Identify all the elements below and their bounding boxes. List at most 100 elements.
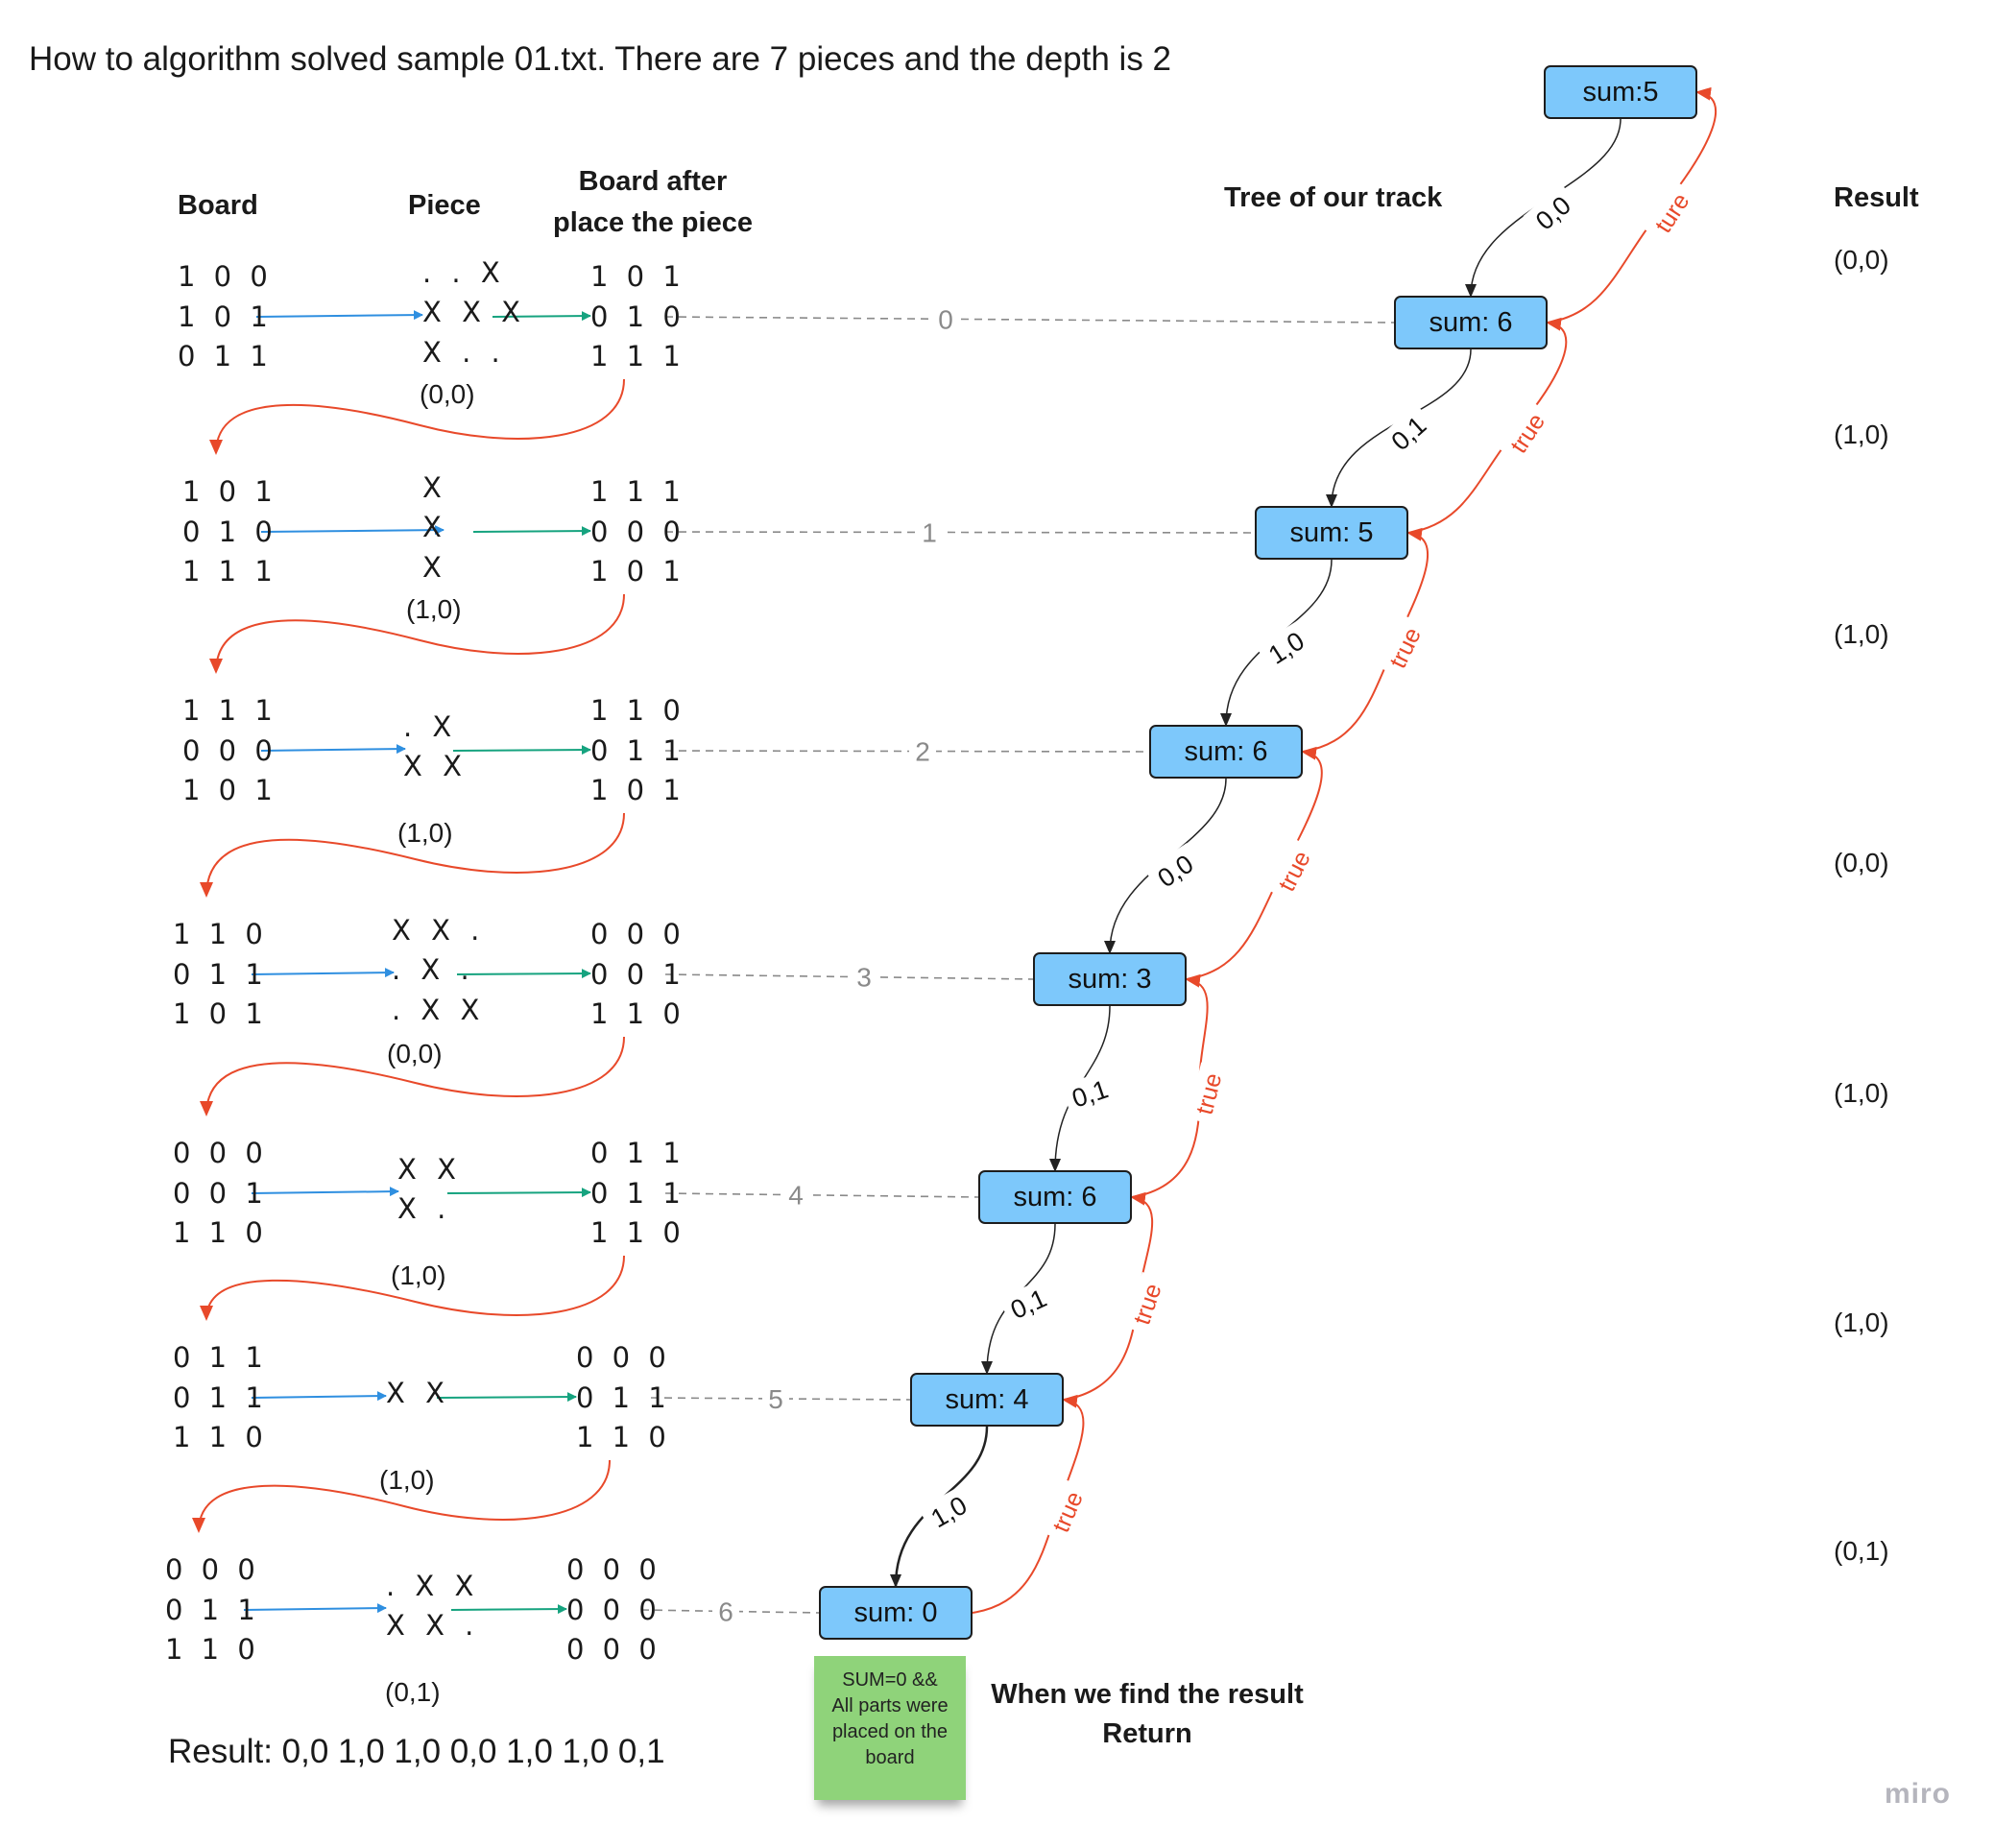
board-to-piece-arrow bbox=[260, 744, 406, 755]
piece-grid: . . X X X X X . . bbox=[422, 253, 526, 373]
board-after-row: 0 0 0 bbox=[590, 515, 685, 548]
board-after-row: 0 0 0 bbox=[566, 1553, 661, 1586]
board-after-row: 0 0 0 bbox=[566, 1593, 661, 1626]
level-label: 6 bbox=[718, 1596, 733, 1626]
board-after-grid: 1 1 0 0 1 1 1 0 1 bbox=[590, 691, 685, 811]
board-to-piece-arrow bbox=[251, 968, 395, 978]
piece-row: X bbox=[422, 470, 447, 504]
return-arc bbox=[1063, 1191, 1154, 1401]
board-after-row: 1 1 0 bbox=[590, 694, 685, 727]
board-after-row: 1 1 0 bbox=[576, 1421, 671, 1453]
edge-label-bg bbox=[1144, 843, 1207, 900]
edge-label: 0,0 bbox=[1530, 190, 1576, 235]
board-after-row: 0 1 1 bbox=[590, 733, 685, 767]
return-arc bbox=[1407, 317, 1568, 534]
tree-edge bbox=[1104, 778, 1227, 954]
edge-label-bg bbox=[998, 1278, 1059, 1331]
board-grid: 1 1 1 0 0 0 1 0 1 bbox=[182, 691, 277, 811]
level-dashed-line bbox=[664, 316, 1395, 324]
header-piece: Piece bbox=[408, 190, 481, 221]
board-row: 1 0 1 bbox=[173, 997, 268, 1030]
board-grid: 1 0 1 0 1 0 1 1 1 bbox=[182, 472, 277, 592]
piece-row: . X X bbox=[392, 993, 486, 1026]
edge-label: 0,1 bbox=[1006, 1284, 1051, 1325]
find-result-line2: Return bbox=[1102, 1718, 1192, 1749]
board-after-row: 1 0 1 bbox=[590, 555, 685, 588]
piece-grid: . X X X bbox=[403, 708, 468, 787]
miro-logo: miro bbox=[1885, 1778, 1952, 1810]
return-label-bg bbox=[1123, 1271, 1172, 1337]
board-after-row: 0 0 0 bbox=[576, 1341, 671, 1374]
level-label: 3 bbox=[856, 963, 872, 993]
piece-row: X . . bbox=[422, 335, 506, 369]
board-after-grid: 1 0 1 0 1 0 1 1 1 bbox=[590, 257, 685, 377]
result-coordinate: (0,1) bbox=[1834, 1536, 1889, 1566]
level-dashed-line bbox=[664, 1192, 979, 1198]
header-board: Board bbox=[178, 190, 258, 221]
board-row: 1 1 0 bbox=[173, 918, 268, 950]
board-after-row: 0 1 1 bbox=[590, 1176, 685, 1210]
piece-to-result-arrow bbox=[452, 745, 591, 756]
tree-node: sum: 6 bbox=[1394, 296, 1548, 349]
sticky-note-line: All parts were bbox=[831, 1695, 949, 1716]
board-to-piece-arrow bbox=[251, 1391, 387, 1402]
board-row: 0 1 1 bbox=[173, 1380, 268, 1414]
sticky-note: SUM=0 && All parts were placed on the bo… bbox=[814, 1656, 966, 1800]
tree-node: sum: 5 bbox=[1255, 506, 1408, 560]
level-label: 1 bbox=[922, 517, 937, 547]
edge-label: 1,0 bbox=[1263, 626, 1309, 670]
board-after-row: 0 1 0 bbox=[590, 300, 685, 333]
placement-coordinate: (0,1) bbox=[385, 1677, 441, 1707]
board-grid: 0 0 0 0 1 1 1 1 0 bbox=[165, 1550, 260, 1670]
board-row: 0 1 1 bbox=[178, 340, 273, 372]
placement-coordinate: (0,0) bbox=[387, 1039, 443, 1068]
board-row: 0 1 1 bbox=[173, 957, 268, 991]
header-result: Result bbox=[1834, 182, 1919, 213]
board-after-row: 0 1 1 bbox=[576, 1380, 671, 1414]
board-after-grid: 0 0 0 0 0 0 0 0 0 bbox=[566, 1550, 661, 1670]
board-row: 1 0 1 bbox=[182, 774, 277, 806]
placement-coordinate: (0,0) bbox=[420, 379, 475, 409]
board-after-row: 0 0 1 bbox=[590, 957, 685, 991]
edge-label: 0,1 bbox=[1386, 411, 1432, 456]
placement-coordinate: (1,0) bbox=[406, 594, 462, 624]
piece-row: X bbox=[422, 550, 447, 584]
level-label-bg bbox=[782, 1179, 809, 1211]
board-after-row: 1 1 1 bbox=[590, 475, 685, 508]
return-arc bbox=[1547, 86, 1718, 324]
tree-edge bbox=[1465, 118, 1622, 298]
board-row: 0 1 1 bbox=[165, 1593, 260, 1626]
tree-edge bbox=[981, 1223, 1056, 1375]
edge-label-bg bbox=[1061, 1069, 1119, 1118]
tree-node: sum: 0 bbox=[819, 1586, 973, 1640]
piece-row: X X bbox=[403, 750, 468, 782]
placement-coordinate: (1,0) bbox=[379, 1465, 435, 1495]
piece-to-result-arrow bbox=[446, 1188, 591, 1198]
level-dashed-line bbox=[664, 750, 1150, 753]
piece-row: . X . bbox=[392, 953, 475, 987]
header-board-after-line2: place the piece bbox=[553, 207, 753, 238]
edge-label-bg bbox=[1256, 619, 1317, 677]
board-row: 1 0 0 bbox=[178, 260, 273, 293]
board-grid: 1 1 0 0 1 1 1 0 1 bbox=[173, 915, 268, 1035]
edge-label-bg bbox=[918, 1484, 980, 1540]
piece-grid: X X X . bbox=[397, 1150, 462, 1230]
piece-to-result-arrow bbox=[436, 1392, 577, 1403]
result-coordinate: (1,0) bbox=[1834, 619, 1889, 649]
tree-edge bbox=[1220, 559, 1333, 727]
piece-row: X X bbox=[386, 1377, 450, 1410]
piece-row: X X . bbox=[386, 1609, 480, 1642]
piece-row: X X . bbox=[392, 913, 486, 947]
diagram-title: How to algorithm solved sample 01.txt. T… bbox=[29, 40, 1172, 78]
return-arc bbox=[1131, 973, 1209, 1198]
board-to-piece-arrow bbox=[260, 525, 444, 536]
find-result-line1: When we find the result bbox=[991, 1679, 1304, 1710]
tree-edge bbox=[1049, 1005, 1111, 1172]
board-after-row: 1 0 1 bbox=[590, 774, 685, 806]
return-arc bbox=[972, 1394, 1085, 1614]
result-coordinate: (1,0) bbox=[1834, 420, 1889, 449]
board-row: 1 1 0 bbox=[173, 1421, 268, 1453]
